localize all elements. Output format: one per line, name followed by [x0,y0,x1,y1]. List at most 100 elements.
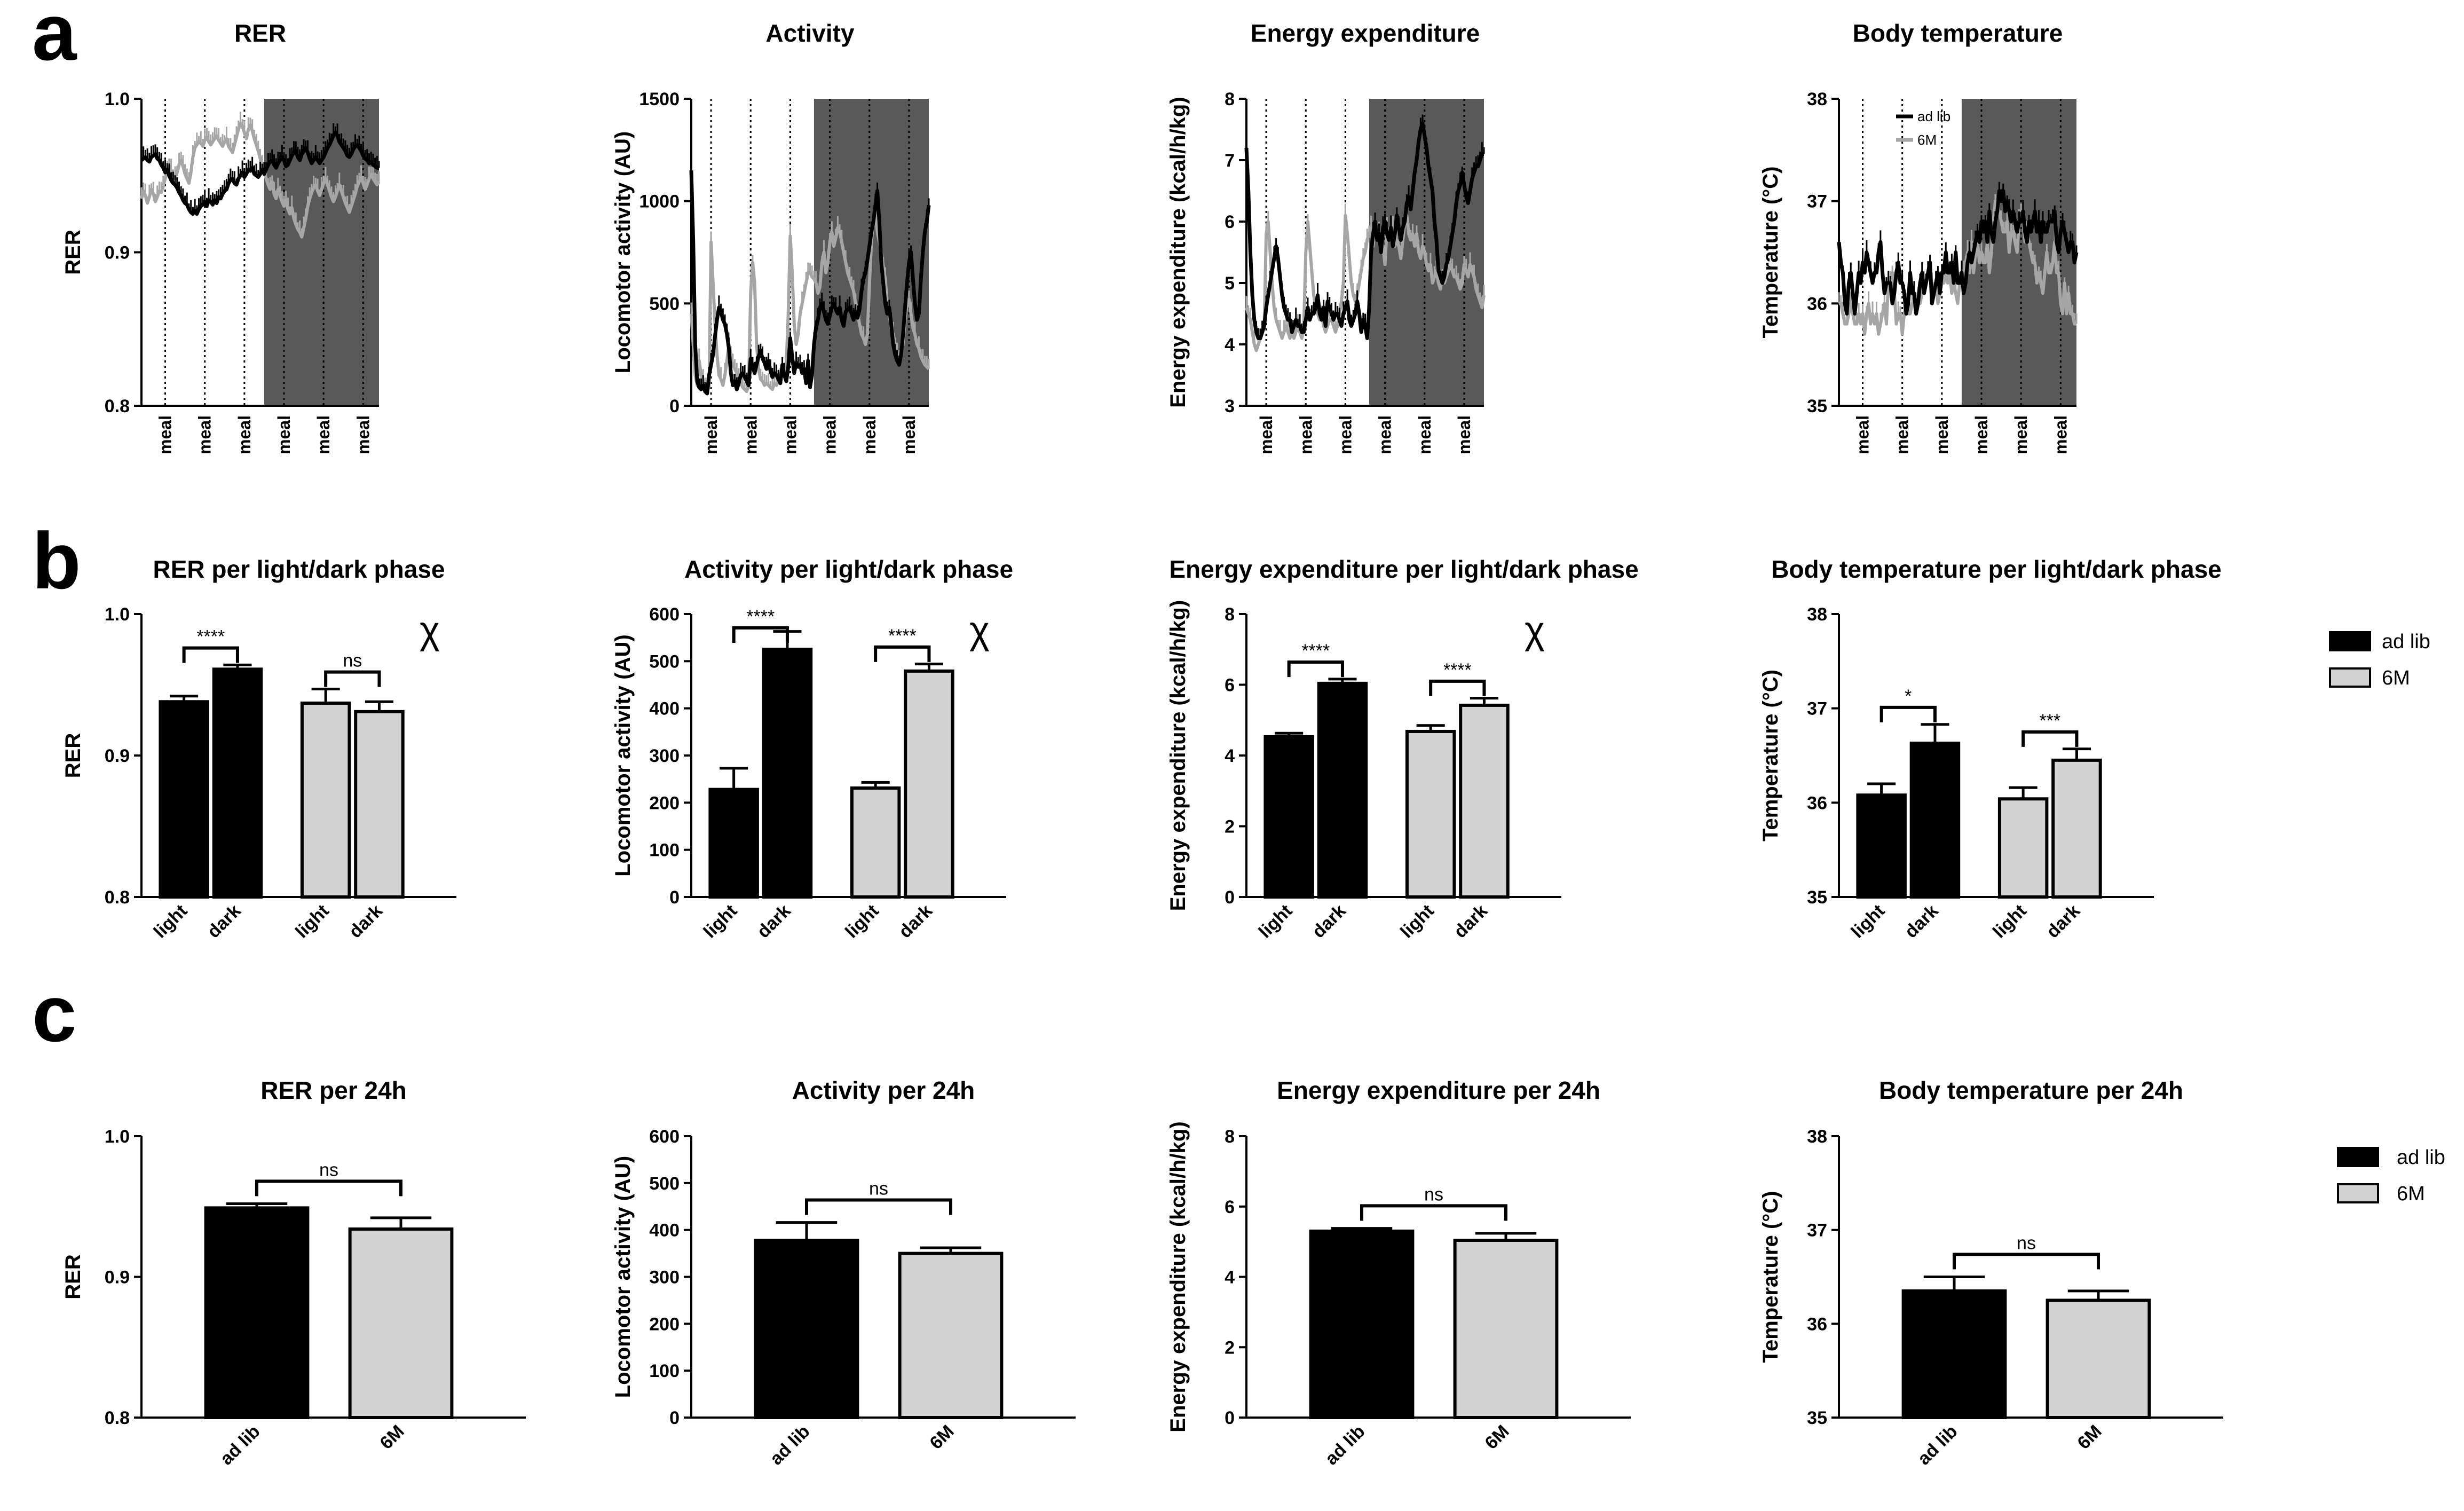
b2-category-label-3: dark [895,901,936,942]
c1-significance-label-0: ns [319,1160,338,1180]
b4-ytick-label-0: 35 [1807,887,1827,908]
c2-significance-bracket-0 [805,1198,952,1215]
c2-ytick-label-6: 600 [649,1127,680,1147]
c1-ytick-label-1: 0.9 [105,1268,130,1288]
c4-bar-1 [2046,1298,2151,1420]
b1-significance-label-1: ns [343,651,362,671]
c2-title: Activity per 24h [792,1076,975,1104]
b1-category-label-1: dark [203,901,245,942]
b3-significance-bracket-0 [1287,660,1344,678]
c2-category-label-1: 6M [926,1421,958,1453]
b2-title: Activity per light/dark phase [684,555,1013,583]
a2-meal-label-0: meal [701,415,721,454]
b1-bar-1 [212,667,263,899]
c1-bar-0 [204,1206,310,1419]
chart-body-temperature-per-phase: Body temperature per light/dark phase 35 3… [1759,555,2222,942]
b4-bar-3 [2051,758,2102,899]
c3-significance-bracket-0 [1360,1204,1507,1221]
a4-ytick-label-3: 38 [1807,89,1827,109]
b2-ytick-label-4: 400 [649,699,680,719]
c4-ytick-label-0: 35 [1807,1408,1827,1428]
b1-category-label-3: dark [345,901,386,942]
a4-meal-label-2: meal [1932,415,1952,454]
c1-ytick-label-2: 1.0 [105,1127,130,1147]
a4-series-1-line [1839,199,2076,336]
legend-phase-6m-label: 6M [2382,667,2410,689]
b2-chi-symbol: χ [969,609,990,652]
a1-ytick-label-1: 0.9 [105,243,130,263]
c1-title: RER per 24h [260,1076,407,1104]
b2-bar-0 [708,788,759,899]
a1-meal-label-5: meal [353,415,373,454]
legend-24h: ad lib 6M [2337,1146,2445,1205]
legend-24h-6m-swatch [2337,1183,2379,1203]
b3-bar-0 [1263,735,1314,899]
legend-24h-ad-lib-label: ad lib [2397,1146,2445,1169]
b1-category-label-2: light [291,901,333,942]
c3-bar-0 [1309,1229,1415,1420]
chart-energy-expenditure-timecourse: meal meal meal meal meal meal Energy expenditu… [1166,19,1486,454]
panel-label-a: a [32,0,77,77]
b1-significance-bracket-1 [324,670,381,687]
b4-ylabel: Temperature (°C) [1759,670,1782,841]
legend-24h-6m-label: 6M [2397,1183,2425,1205]
c4-ytick-label-2: 37 [1807,1221,1827,1241]
a3-meal-label-3: meal [1376,415,1395,454]
a3-meal-label-0: meal [1257,415,1276,454]
legend-phase-ad-lib-label: ad lib [2382,631,2430,653]
legend-timecourse-6m-label: 6M [1917,132,1937,148]
c3-category-label-0: ad lib [1321,1421,1369,1469]
b1-bar-2 [300,701,351,899]
b2-ytick-label-1: 100 [649,840,680,861]
b2-bar-2 [850,786,901,899]
a4-title: Body temperature [1853,19,2063,47]
a1-meal-label-0: meal [156,415,175,454]
a2-ytick-label-1: 500 [649,294,680,314]
a1-series-0-line [140,130,379,216]
b4-significance-label-1: *** [2039,711,2060,731]
a4-ytick-label-2: 37 [1807,192,1827,212]
a4-ytick-label-1: 36 [1807,294,1827,314]
c2-ytick-label-4: 400 [649,1221,680,1241]
c1-bar-1 [348,1227,454,1419]
b4-bar-2 [1997,797,2049,899]
b4-ytick-label-1: 36 [1807,793,1827,813]
c2-bar-0 [754,1238,859,1419]
b3-ytick-label-1: 2 [1225,817,1235,837]
a2-meal-label-2: meal [780,415,800,454]
a3-series-1-line [1245,214,1486,352]
c2-bar-1 [898,1252,1004,1419]
b3-chi-symbol: χ [1525,609,1545,652]
b1-title: RER per light/dark phase [153,555,445,583]
chart-energy-expenditure-per-24h: Energy expenditure per 24h 0 2 4 6 8 Energy ex… [1166,1076,1631,1469]
c4-significance-label-0: ns [2017,1233,2036,1253]
a2-ytick-label-3: 1500 [639,89,680,109]
a3-title: Energy expenditure [1251,19,1480,47]
a1-series-0-errorbars [140,123,380,214]
b4-category-label-2: light [1989,901,2031,942]
a4-series-0-line [1837,189,2079,316]
a3-meal-label-1: meal [1296,415,1315,454]
a3-ytick-label-3: 6 [1225,212,1235,232]
chart-activity-timecourse: meal meal meal meal meal meal Activity 0 500 1000… [611,19,931,454]
c4-significance-bracket-0 [1953,1253,2100,1270]
a1-series-1-line [140,122,381,239]
c3-ytick-label-4: 8 [1225,1127,1235,1147]
chart-body-temperature-timecourse: meal meal meal meal meal meal Body temperature… [1759,19,2079,454]
b4-significance-bracket-0 [1879,705,1937,722]
a2-ytick-label-0: 0 [669,396,680,416]
b3-category-label-1: dark [1308,901,1350,942]
c2-ytick-label-0: 0 [669,1408,680,1428]
b2-category-label-2: light [841,901,883,942]
b4-ytick-label-3: 38 [1807,604,1827,625]
b4-category-label-3: dark [2042,901,2084,942]
a4-meal-label-1: meal [1893,415,1912,454]
c3-category-label-1: 6M [1481,1421,1513,1453]
a1-meal-label-1: meal [195,415,215,454]
b2-significance-label-1: **** [888,626,917,646]
b2-ylabel: Locomotor activity (AU) [611,634,635,876]
a1-title: RER [234,19,286,47]
a3-series-0-line [1244,121,1484,340]
legend-timecourse: ad lib 6M [1896,108,1950,148]
c3-title: Energy expenditure per 24h [1277,1076,1600,1104]
